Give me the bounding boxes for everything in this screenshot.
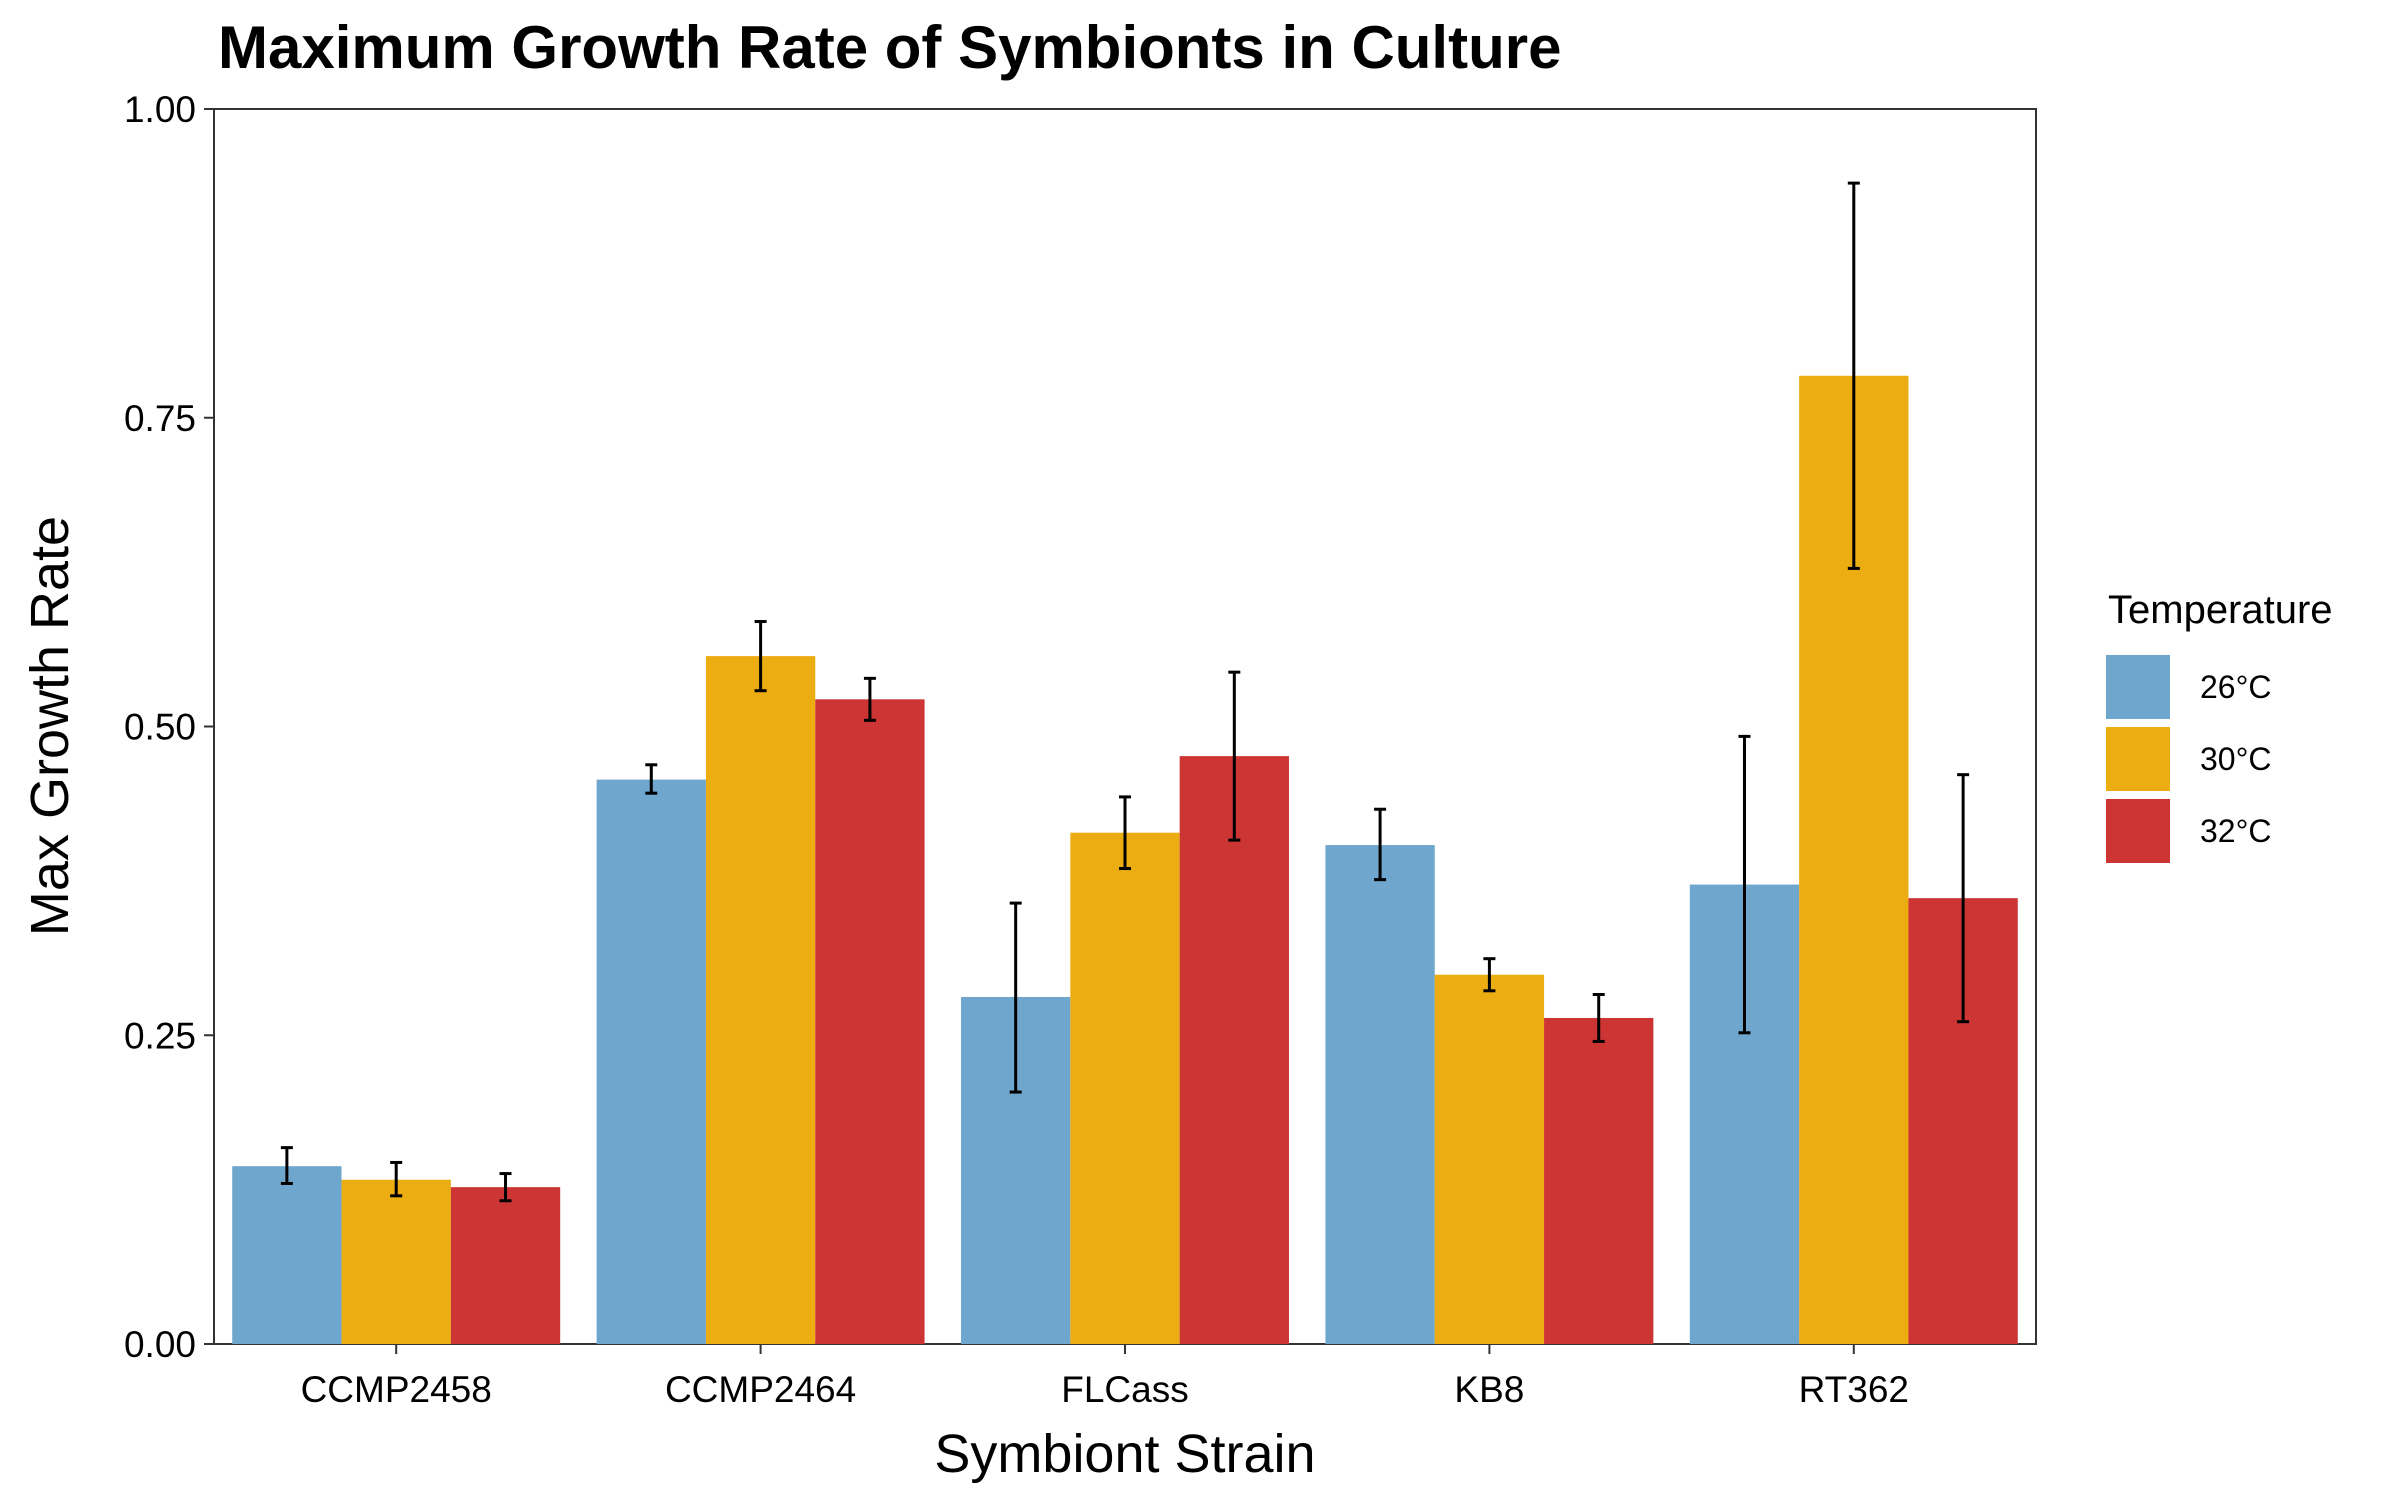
bar-ccmp2464-32-c xyxy=(815,699,925,1344)
legend-key-26-c xyxy=(2106,655,2170,719)
error-bar-rt362-30-c xyxy=(1847,181,1860,570)
bar-ccmp2458-32-c xyxy=(450,1187,561,1344)
error-bar-rt362-26-c xyxy=(1738,734,1751,1035)
legend-item-32-c: 32°C xyxy=(2106,799,2272,863)
legend-title: Temperature xyxy=(2108,588,2333,632)
error-bar-flcass-26-c xyxy=(1009,901,1022,1094)
error-bar-kb8-30-c xyxy=(1483,957,1496,993)
x-tick-label-kb8: KB8 xyxy=(1454,1369,1524,1410)
bar-ccmp2458-26-c xyxy=(232,1166,342,1344)
bar-ccmp2458-30-c xyxy=(341,1179,451,1344)
legend-key-30-c xyxy=(2106,727,2170,791)
legend-item-26-c: 26°C xyxy=(2106,655,2272,719)
bar-ccmp2464-26-c xyxy=(596,779,706,1344)
legend-key-32-c xyxy=(2106,799,2170,863)
error-bar-kb8-26-c xyxy=(1374,807,1387,882)
error-bar-flcass-32-c xyxy=(1228,670,1241,842)
bars-group xyxy=(232,375,2018,1344)
y-tick-label-3: 0.75 xyxy=(124,398,196,439)
bar-kb8-30-c xyxy=(1434,974,1545,1344)
y-tick-label-2: 0.50 xyxy=(124,707,196,748)
error-bar-ccmp2464-30-c xyxy=(754,620,767,693)
x-tick-label-ccmp2458: CCMP2458 xyxy=(301,1369,492,1410)
error-bar-ccmp2464-32-c xyxy=(863,676,876,722)
x-axis-title: Symbiont Strain xyxy=(934,1424,1315,1484)
x-axis: CCMP2458 CCMP2464 FLCass KB8 RT362 xyxy=(301,1344,1909,1410)
y-tick-label-1: 0.25 xyxy=(124,1015,196,1056)
error-bar-ccmp2458-26-c xyxy=(280,1146,293,1185)
x-tick-label-rt362: RT362 xyxy=(1799,1369,1909,1410)
x-tick-label-ccmp2464: CCMP2464 xyxy=(665,1369,856,1410)
error-bar-ccmp2458-32-c xyxy=(499,1172,512,1203)
bar-flcass-32-c xyxy=(1179,756,1289,1344)
legend-label-32-c: 32°C xyxy=(2200,813,2272,849)
legend-item-30-c: 30°C xyxy=(2106,727,2272,791)
error-bar-kb8-32-c xyxy=(1592,992,1605,1043)
error-bar-ccmp2458-30-c xyxy=(390,1160,403,1198)
error-bar-ccmp2464-26-c xyxy=(645,763,658,795)
y-axis-title: Max Growth Rate xyxy=(20,516,80,936)
legend-label-30-c: 30°C xyxy=(2200,741,2272,777)
y-axis: 0.00 0.25 0.50 0.75 1.00 xyxy=(124,89,214,1365)
y-tick-label-4: 1.00 xyxy=(124,89,196,130)
y-tick-label-0: 0.00 xyxy=(124,1324,196,1365)
bar-flcass-30-c xyxy=(1070,832,1180,1344)
error-bar-rt362-32-c xyxy=(1957,773,1970,1024)
x-tick-label-flcass: FLCass xyxy=(1061,1369,1188,1410)
error-bars-group xyxy=(280,181,1970,1203)
chart-title: Maximum Growth Rate of Symbionts in Cult… xyxy=(218,14,1561,81)
bar-kb8-26-c xyxy=(1325,845,1435,1344)
legend: Temperature 26°C 30°C 32°C xyxy=(2106,588,2333,863)
legend-label-26-c: 26°C xyxy=(2200,669,2272,705)
bar-ccmp2464-30-c xyxy=(705,656,816,1344)
bar-kb8-32-c xyxy=(1544,1017,1654,1344)
error-bar-flcass-30-c xyxy=(1119,795,1131,871)
